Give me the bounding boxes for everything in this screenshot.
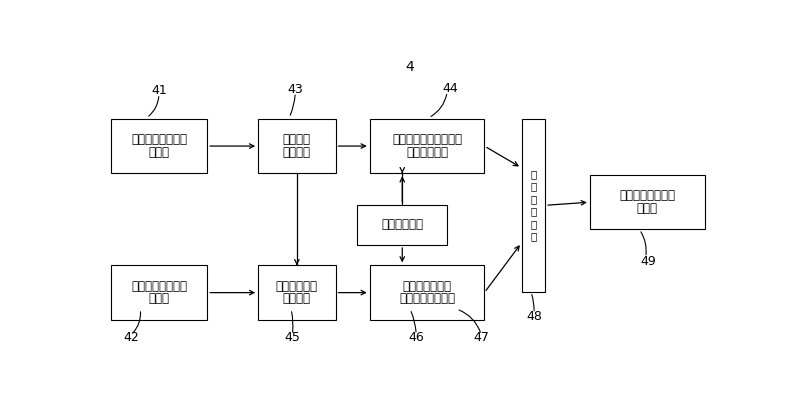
Bar (111, 265, 207, 320)
Text: 环境噪声数字信号: 环境噪声数字信号 (131, 133, 187, 146)
Bar (258, 119, 336, 173)
FancyArrowPatch shape (532, 294, 534, 311)
Text: 42: 42 (123, 332, 139, 345)
Bar (590, 175, 705, 230)
Bar (258, 265, 336, 320)
FancyArrowPatch shape (290, 95, 295, 115)
FancyArrowPatch shape (431, 94, 446, 117)
Bar (370, 265, 485, 320)
Text: 调整模块: 调整模块 (283, 292, 311, 305)
Text: 41: 41 (151, 84, 166, 97)
FancyArrowPatch shape (641, 232, 646, 255)
Text: 系数存储模块: 系数存储模块 (382, 218, 423, 231)
Text: 模: 模 (530, 219, 537, 229)
FancyArrowPatch shape (291, 312, 293, 332)
Text: 加: 加 (530, 207, 537, 217)
Text: 回放音频数字信号: 回放音频数字信号 (131, 280, 187, 293)
Text: 4: 4 (406, 60, 414, 74)
Bar (111, 119, 207, 173)
Text: 47: 47 (474, 332, 490, 345)
Text: 48: 48 (526, 310, 542, 323)
Text: 信: 信 (530, 169, 537, 179)
FancyArrowPatch shape (133, 312, 141, 333)
Bar (358, 205, 447, 245)
Text: 频率响应补偿模块: 频率响应补偿模块 (399, 292, 455, 305)
FancyArrowPatch shape (149, 97, 158, 116)
Text: 基于次级通路的: 基于次级通路的 (402, 280, 451, 293)
FancyArrowPatch shape (411, 311, 416, 332)
Text: 块: 块 (530, 232, 537, 241)
Text: 混合音频数字信号: 混合音频数字信号 (619, 190, 675, 202)
Bar (370, 119, 485, 173)
Text: 输入端: 输入端 (149, 146, 170, 159)
Text: 叠: 叠 (530, 194, 537, 204)
Text: 49: 49 (641, 255, 657, 268)
Text: 输入端: 输入端 (149, 292, 170, 305)
Text: 风噪信号: 风噪信号 (283, 133, 311, 146)
Text: 号: 号 (530, 181, 537, 192)
Text: 45: 45 (284, 332, 300, 345)
Text: 回放音频增益: 回放音频增益 (276, 280, 318, 293)
FancyArrowPatch shape (459, 310, 481, 332)
Bar (522, 119, 545, 292)
Text: 输出端: 输出端 (637, 202, 658, 215)
Text: 46: 46 (408, 332, 424, 345)
Text: 反相滤波模块: 反相滤波模块 (406, 146, 448, 159)
Text: 44: 44 (442, 82, 458, 95)
Text: 43: 43 (287, 83, 303, 96)
Text: 滤除模块: 滤除模块 (283, 146, 311, 159)
Text: 基于次级声反馈通路的: 基于次级声反馈通路的 (392, 133, 462, 146)
